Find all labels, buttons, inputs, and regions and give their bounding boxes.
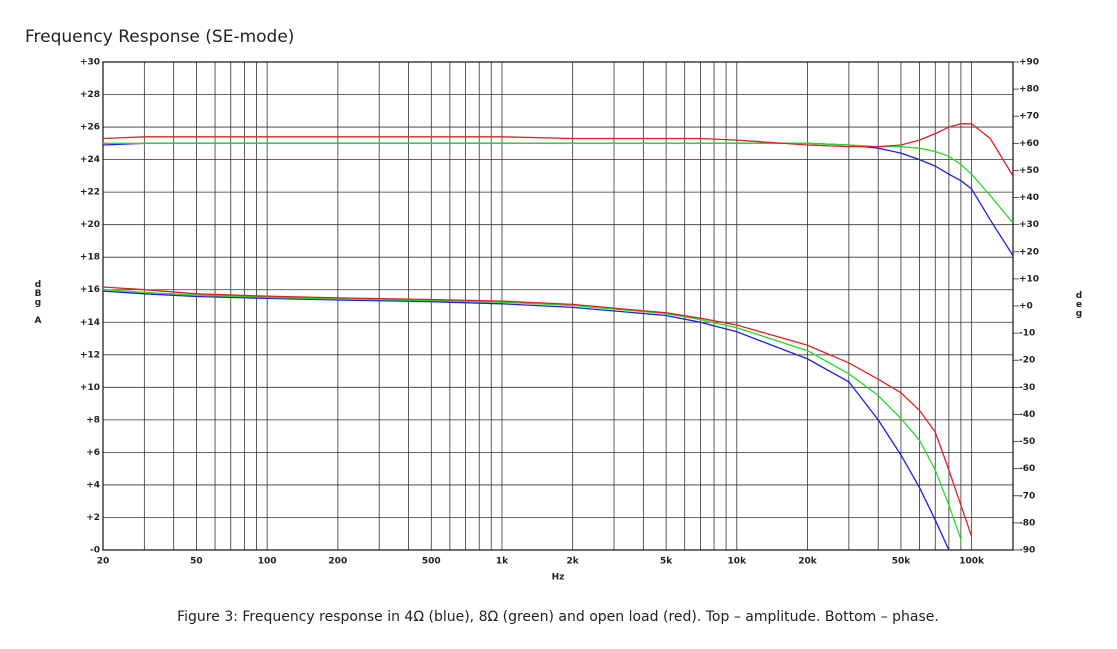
y2-tick-label: +20	[1019, 247, 1039, 257]
y2-tick-label: -50	[1019, 437, 1035, 447]
y-tick-label: +4	[86, 480, 100, 490]
plot-border	[102, 61, 1014, 551]
y-tick-label: +12	[80, 350, 100, 360]
y-tick-label: +18	[80, 253, 100, 263]
y-tick-label: +10	[80, 383, 100, 393]
x-axis-label: Hz	[552, 573, 565, 583]
series-line	[103, 123, 1013, 177]
y2-tick-label: +70	[1019, 112, 1039, 122]
y-tick-label: +6	[86, 448, 100, 458]
x-tick-label: 50k	[892, 557, 912, 567]
y-tick-label: +14	[80, 318, 100, 328]
y2-tick-label: +10	[1019, 274, 1039, 284]
x-tick-label: 1k	[496, 557, 509, 567]
y2-tick-label: +0	[1019, 302, 1033, 312]
y2-tick-label: -10	[1019, 329, 1035, 339]
y2-tick-label: -70	[1019, 491, 1035, 501]
y-tick-label: +8	[86, 415, 100, 425]
y2-tick-label: +90	[1019, 58, 1039, 68]
y2-tick-label: -40	[1019, 410, 1035, 420]
y-tick-label: +28	[80, 90, 100, 100]
caption: Figure 3: Frequency response in 4Ω (blue…	[177, 609, 939, 625]
y2-tick-label: -80	[1019, 518, 1035, 528]
y2-tick-label: +30	[1019, 220, 1039, 230]
series-line	[103, 289, 962, 540]
x-tick-label: 50	[190, 557, 203, 567]
x-tick-label: 200	[328, 557, 347, 567]
y2-tick-label: +80	[1019, 85, 1039, 95]
y2-tick-label: +40	[1019, 193, 1039, 203]
y2-tick-label: -60	[1019, 464, 1035, 474]
y-tick-label: +26	[80, 123, 100, 133]
y2-tick-label: -20	[1019, 356, 1035, 366]
x-tick-label: 100k	[959, 557, 985, 567]
plot-area	[103, 62, 1013, 550]
y-tick-label: +20	[80, 220, 100, 230]
y2-tick-label: +60	[1019, 139, 1039, 149]
x-tick-label: 2k	[567, 557, 580, 567]
y-tick-label: +30	[80, 58, 100, 68]
y2-tick-label: -90	[1019, 546, 1035, 556]
y-tick-label: +2	[86, 513, 100, 523]
series-line	[103, 290, 950, 550]
y-tick-label: -0	[90, 546, 100, 556]
x-tick-label: 5k	[660, 557, 673, 567]
series-line	[103, 286, 973, 537]
y2-tick-label: -30	[1019, 383, 1035, 393]
x-tick-label: 20k	[798, 557, 818, 567]
x-tick-label: 500	[422, 557, 441, 567]
y-tick-label: +22	[80, 188, 100, 198]
x-tick-label: 100	[258, 557, 277, 567]
x-tick-label: 20	[97, 557, 110, 567]
y-tick-label: +16	[80, 285, 100, 295]
series-line	[103, 142, 1013, 224]
y2-tick-label: +50	[1019, 166, 1039, 176]
y-tick-label: +24	[80, 155, 100, 165]
x-tick-label: 10k	[728, 557, 748, 567]
chart-title: Frequency Response (SE-mode)	[25, 27, 294, 47]
